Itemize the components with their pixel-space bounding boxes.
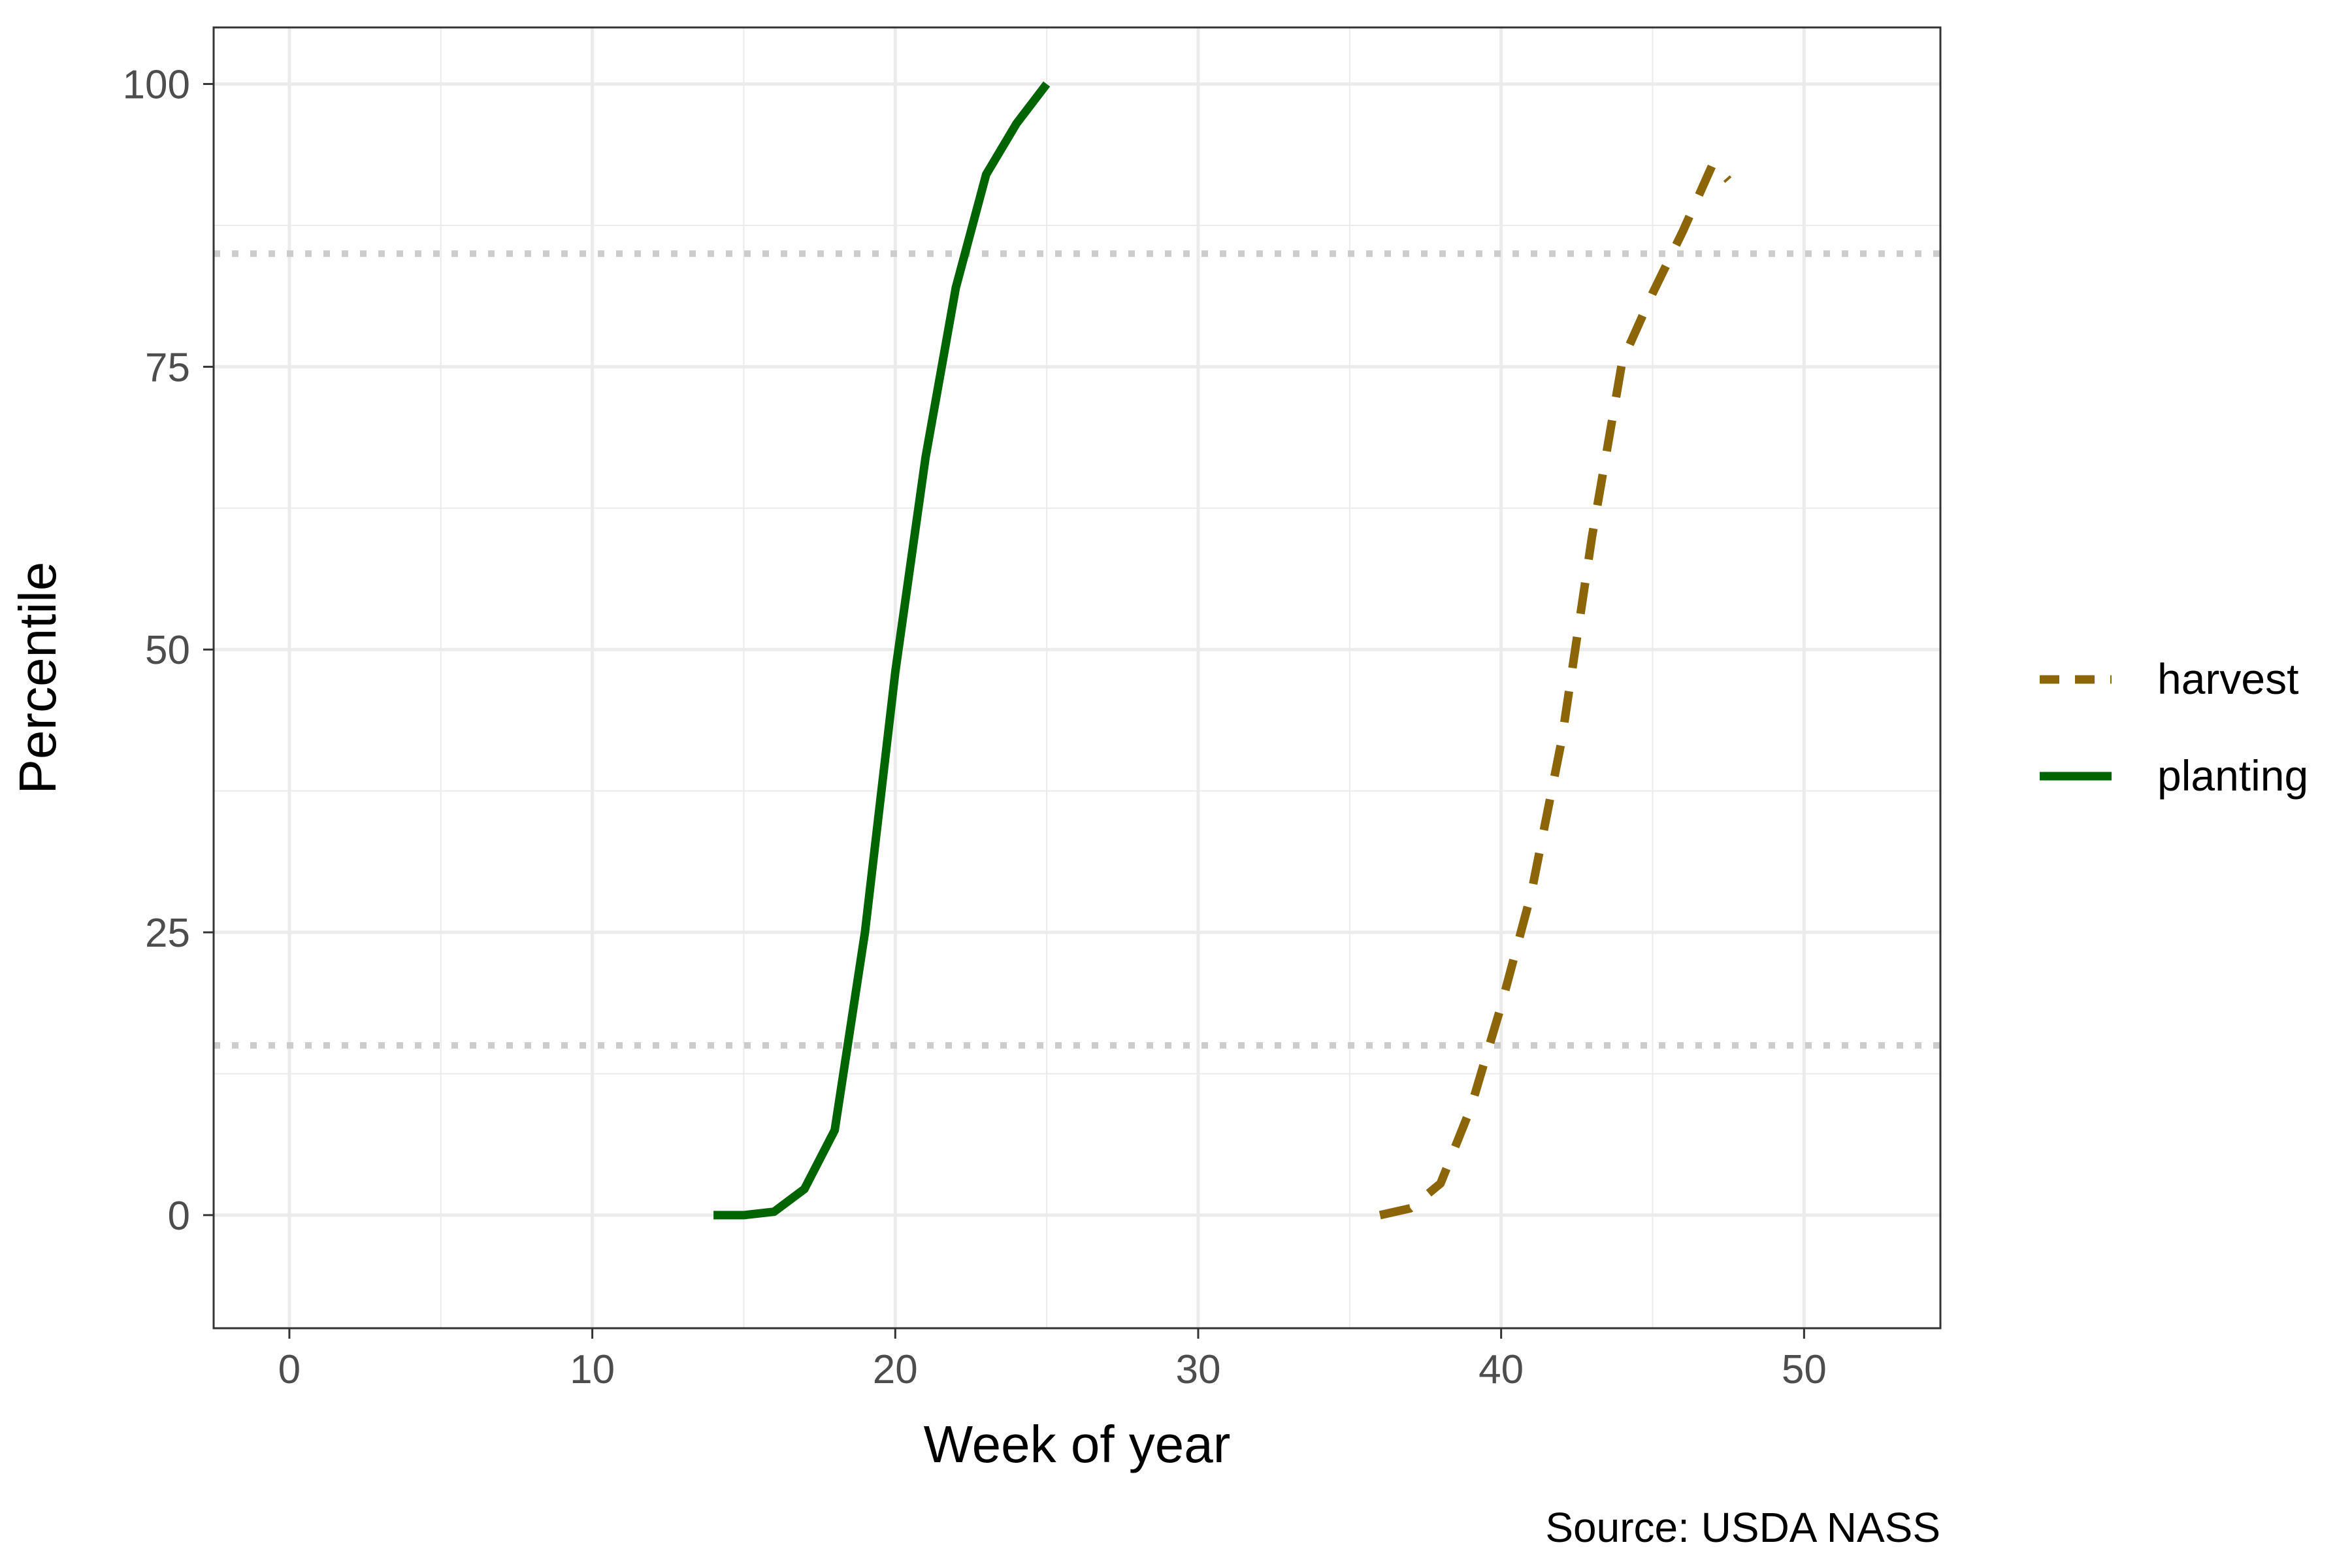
reference-lines <box>214 250 1940 1049</box>
series-lines <box>713 81 1732 1220</box>
y-tick-label: 100 <box>123 63 190 108</box>
x-tick-label: 50 <box>1782 1347 1827 1392</box>
y-axis-title: Percentile <box>8 562 67 794</box>
y-tick-label: 75 <box>145 345 190 390</box>
x-tick-label: 20 <box>873 1347 918 1392</box>
x-tick-label: 30 <box>1175 1347 1220 1392</box>
series-line-harvest <box>1379 159 1732 1220</box>
x-tick-label: 40 <box>1478 1347 1524 1392</box>
panel-border <box>212 26 1942 1330</box>
y-tick-label: 50 <box>145 628 190 673</box>
x-axis-title: Week of year <box>924 1415 1231 1473</box>
axis-ticks: 0 10 20 30 40 50 0 25 50 75 100 <box>123 63 1827 1392</box>
source-caption: Source: USDA NASS <box>1545 1504 1940 1551</box>
series-line-planting <box>713 81 1051 1220</box>
legend: harvest planting <box>2040 655 2308 800</box>
x-tick-label: 0 <box>278 1347 301 1392</box>
y-tick-label: 25 <box>145 911 190 956</box>
y-tick-label: 0 <box>168 1194 190 1239</box>
grid <box>214 27 1940 1328</box>
legend-label-harvest: harvest <box>2157 655 2298 703</box>
legend-label-planting: planting <box>2157 751 2308 800</box>
x-tick-label: 10 <box>570 1347 615 1392</box>
